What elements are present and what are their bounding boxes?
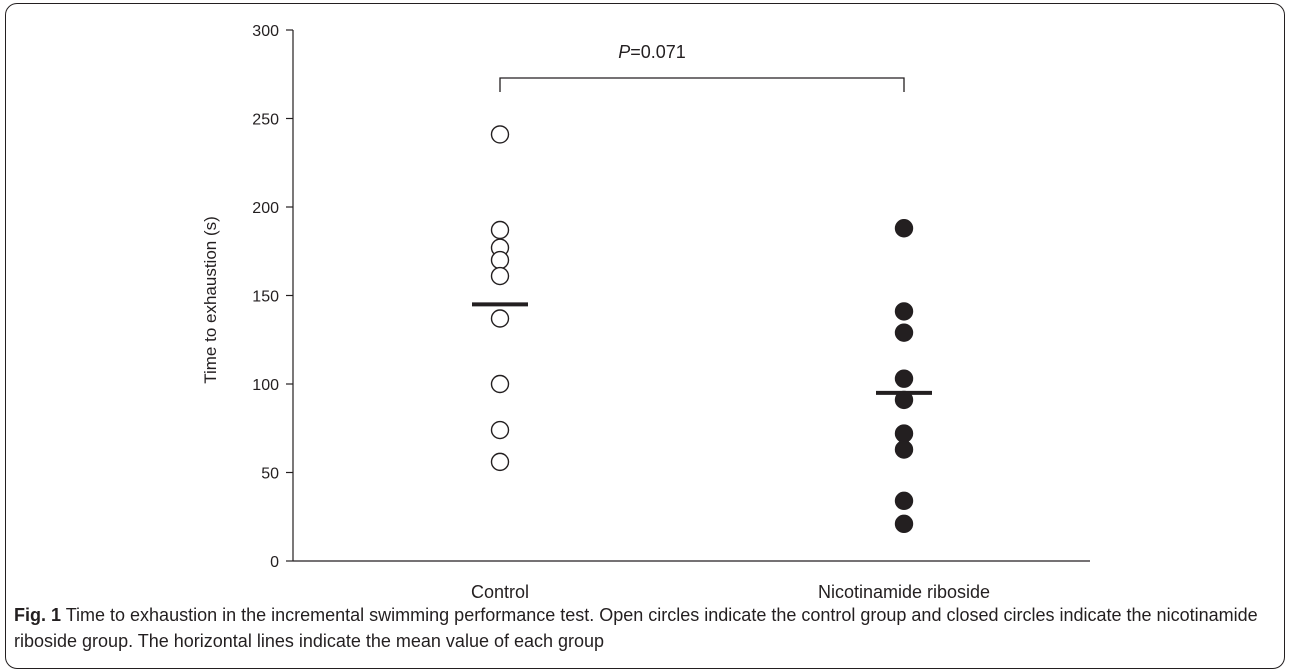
axes [292,30,1090,562]
caption-text: Time to exhaustion in the incremental sw… [14,605,1258,651]
y-tick-label: 300 [252,23,279,40]
figure-frame [5,3,1285,669]
y-tick-label: 100 [252,377,279,394]
y-tick-label: 0 [270,554,279,571]
open-circle-point [490,220,510,240]
filled-circle-point [894,424,914,443]
data-points [490,125,914,534]
x-category-label: Nicotinamide riboside [818,582,990,600]
open-circle-point [490,266,510,286]
p-symbol: P [618,42,630,62]
open-circle-point [490,420,510,440]
open-circle-point [490,452,510,472]
filled-circle-point [894,323,914,342]
y-tick-label: 250 [252,112,279,129]
x-category-label: Control [471,582,529,600]
filled-circle-point [894,219,914,238]
mean-lines [472,302,932,395]
filled-circle-point [894,514,914,534]
open-circle-point [490,125,510,144]
filled-circle-point [894,369,914,388]
x-categories: Control Nicotinamide riboside [471,582,990,600]
p-value-label: P=0.071 [618,42,686,62]
p-value: =0.071 [630,42,686,62]
y-tick-label: 200 [252,200,279,217]
y-tick-label: 50 [261,466,279,483]
filled-circle-point [894,440,914,459]
filled-circle-point [894,491,914,511]
open-circle-point [490,250,510,270]
filled-circle-point [894,302,914,321]
bracket-line [499,77,905,92]
y-axis-title: Time to exhaustion (s) [201,216,220,384]
scatter-plot: 0 50 100 150 200 250 300 Control Nicotinamide r… [201,23,1090,600]
figure-label: Fig. 1 [14,605,62,625]
figure-caption: Fig. 1 Time to exhaustion in the increme… [14,602,1282,654]
y-tick-label: 150 [252,289,279,306]
y-ticks: 0 50 100 150 200 250 300 [252,23,293,571]
significance-bracket [499,77,905,92]
open-circle-point [490,374,510,394]
open-circle-point [490,309,510,328]
